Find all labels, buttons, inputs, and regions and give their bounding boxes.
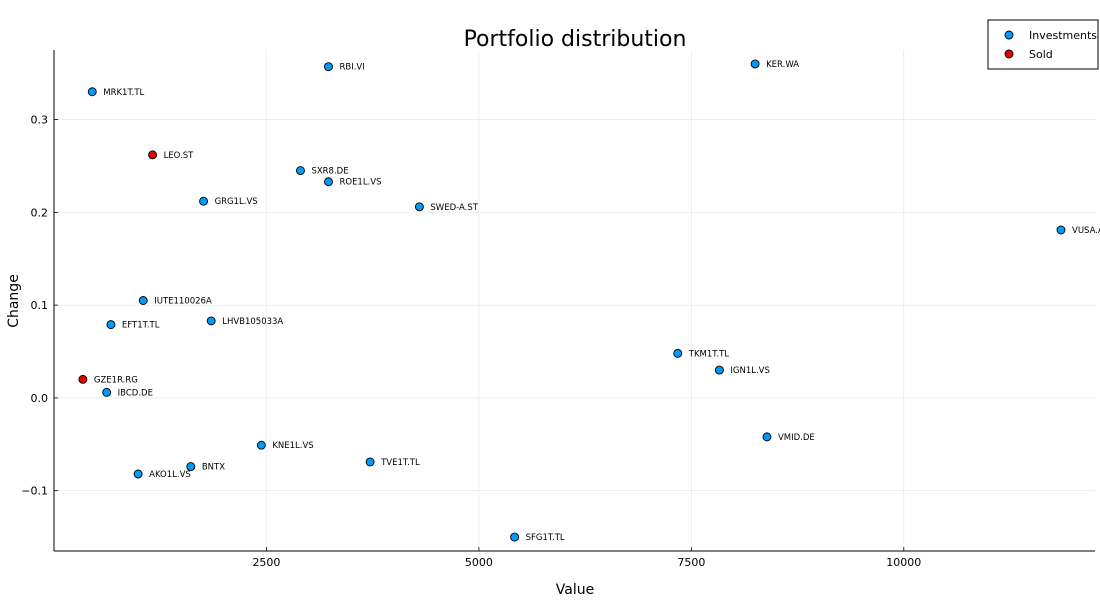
data-point-label: SWED-A.ST [430, 203, 478, 213]
data-point [87, 87, 97, 97]
data-point-label: TKM1T.TL [688, 349, 730, 359]
data-point-label: VMID.DE [778, 433, 815, 443]
data-point [762, 432, 772, 442]
data-point-label: GZE1R.RG [94, 375, 138, 385]
data-point [199, 196, 209, 206]
legend-box [987, 19, 1099, 70]
axes [53, 50, 1095, 552]
data-point [324, 62, 333, 72]
data-point-label: AKO1L.VS [149, 470, 191, 480]
data-point-label: IUTE110026A [154, 297, 212, 307]
data-point [673, 348, 683, 358]
legend-marker [1004, 49, 1014, 59]
x-tick-label: 10000 [886, 556, 921, 569]
data-points [78, 59, 1066, 542]
data-point-label: RBI.VI [339, 63, 364, 73]
data-point [206, 316, 216, 326]
data-point [106, 320, 116, 330]
data-point-label: SFG1T.TL [526, 533, 565, 543]
x-axis-label: Value [556, 582, 594, 598]
legend: Investments Sold [987, 19, 1099, 70]
legend-entry: Investments [1029, 29, 1097, 42]
data-point [414, 202, 424, 212]
data-point-label: ROE1L.VS [339, 178, 381, 188]
data-point-label: LEO.ST [164, 151, 195, 161]
y-tick-label: 0.2 [31, 206, 49, 219]
data-point [365, 457, 375, 467]
data-point [133, 469, 143, 479]
data-point [78, 374, 88, 384]
data-point-label: BNTX [202, 463, 225, 473]
legend-entry: Sold [1029, 48, 1053, 61]
data-point-label: TVE1T.TL [380, 458, 420, 468]
data-point [138, 296, 148, 305]
tick-labels: 2500 5000 7500 10000 −0.1 0.0 0.1 0.2 0.3 [21, 114, 921, 569]
data-point-label: IBCD.DE [118, 388, 153, 398]
data-point [714, 365, 724, 375]
data-point-label: KNE1L.VS [272, 441, 313, 451]
data-point-label: KER.WA [766, 60, 799, 70]
data-point [295, 166, 305, 176]
data-point-label: IGN1L.VS [730, 366, 770, 376]
x-tick-label: 5000 [465, 556, 493, 569]
data-point [148, 150, 158, 160]
y-tick-label: −0.1 [21, 485, 48, 498]
y-tick-label: 0.0 [31, 392, 49, 405]
data-point [256, 440, 266, 450]
x-tick-label: 7500 [677, 556, 705, 569]
data-point [186, 462, 196, 472]
y-tick-label: 0.3 [31, 114, 49, 127]
legend-marker [1004, 30, 1014, 40]
chart-title: Portfolio distribution [464, 27, 687, 52]
x-tick-label: 2500 [252, 556, 280, 569]
data-point-label: SXR8.DE [311, 167, 348, 177]
data-point [102, 387, 112, 397]
y-axis-label: Change [6, 274, 22, 328]
data-point-label: VUSA.AS [1072, 226, 1100, 236]
data-point [1056, 225, 1066, 235]
data-point [750, 59, 760, 69]
data-point-label: LHVB105033A [222, 317, 283, 327]
data-point-label: GRG1L.VS [215, 197, 258, 207]
grid [54, 50, 1095, 551]
data-point [324, 177, 333, 187]
data-point-label: EFT1T.TL [122, 321, 160, 331]
data-point-label: MRK1T.TL [103, 88, 144, 98]
data-point [510, 532, 520, 542]
y-tick-label: 0.1 [31, 299, 49, 312]
